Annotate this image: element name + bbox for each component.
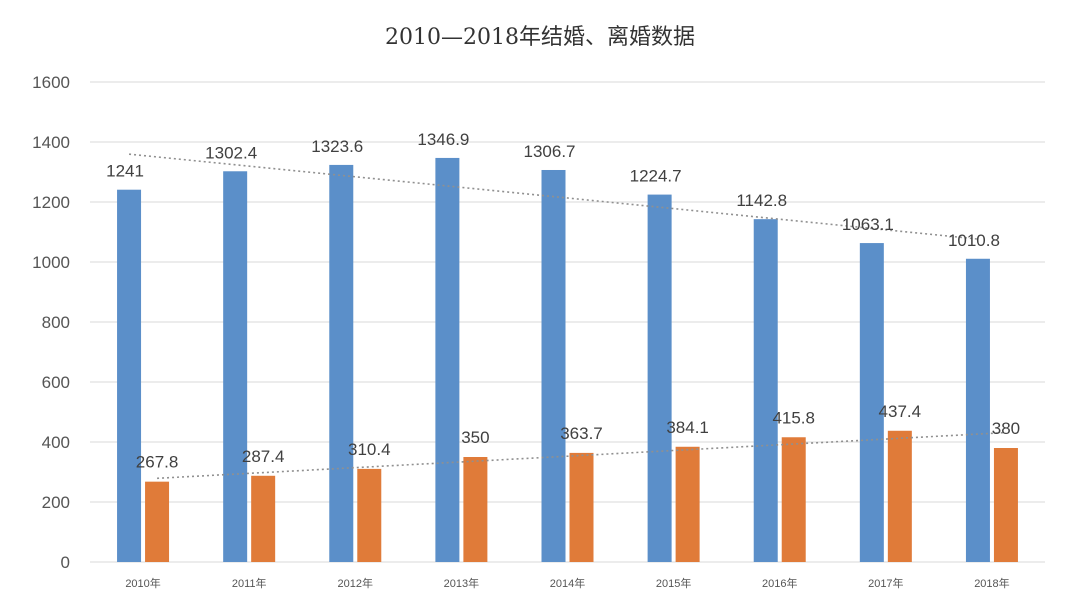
data-label: 1010.8 [948,231,1000,250]
bar [463,457,488,562]
bars [117,157,1018,563]
y-tick-label: 0 [61,553,70,572]
trendline [157,431,1006,480]
bar [993,448,1018,562]
data-label: 1306.7 [524,142,576,161]
x-tick-label: 2015年 [656,576,691,590]
bar [357,468,382,562]
y-tick-label: 1200 [32,193,70,212]
data-label: 287.4 [242,447,285,466]
data-label: 1224.7 [630,167,682,186]
bar [753,219,778,562]
bar [329,164,354,563]
x-tick-label: 2011年 [232,576,267,590]
data-label: 380 [992,419,1020,438]
y-tick-label: 1000 [32,253,70,272]
trendlines [128,153,1006,480]
x-axis-ticks: 2010年 2011年 2012年 2013年 2014年 2015年 2016年 2017年… [125,576,1009,590]
data-label: 1063.1 [842,215,894,234]
x-tick-label: 2012年 [338,576,373,590]
data-label: 1142.8 [736,191,787,210]
x-tick-label: 2018年 [974,576,1009,590]
bar [435,157,460,562]
data-label: 1346.9 [417,130,469,149]
bar [117,189,142,562]
bar [647,194,672,562]
y-tick-label: 800 [42,313,70,332]
bar [887,430,912,562]
y-tick-label: 1400 [32,133,70,152]
x-tick-label: 2016年 [762,576,797,590]
y-tick-label: 600 [42,373,70,392]
x-tick-label: 2014年 [550,576,585,590]
x-tick-label: 2017年 [868,576,903,590]
data-label: 415.8 [772,408,815,427]
x-tick-label: 2010年 [125,576,160,590]
bar [781,437,806,562]
data-label: 350 [461,428,489,447]
bar [965,258,990,562]
data-label: 1302.4 [205,143,257,162]
data-label: 437.4 [879,402,922,421]
bar [251,475,276,562]
bar [145,481,170,562]
bar [569,452,594,562]
trendline [128,153,979,240]
data-label: 363.7 [560,424,603,443]
data-label: 1323.6 [311,137,363,156]
bar [541,169,566,563]
gridlines [90,81,1045,563]
data-label: 310.4 [348,440,391,459]
y-axis-ticks: 0 200 400 600 800 1000 1200 1400 1600 [32,73,70,572]
data-label: 384.1 [666,418,709,437]
y-tick-label: 200 [42,493,70,512]
y-tick-label: 400 [42,433,70,452]
data-label: 1241 [106,162,144,181]
bar [223,171,248,562]
chart-title: 2010—2018年结婚、离婚数据 [385,25,695,50]
bar [859,243,884,562]
data-labels: 1241 1302.4 1323.6 1346.9 1306.7 1224.7 1142.8… [106,130,1020,472]
bar [675,446,700,562]
data-label: 267.8 [136,453,179,472]
y-tick-label: 1600 [32,73,70,92]
x-tick-label: 2013年 [444,576,479,590]
